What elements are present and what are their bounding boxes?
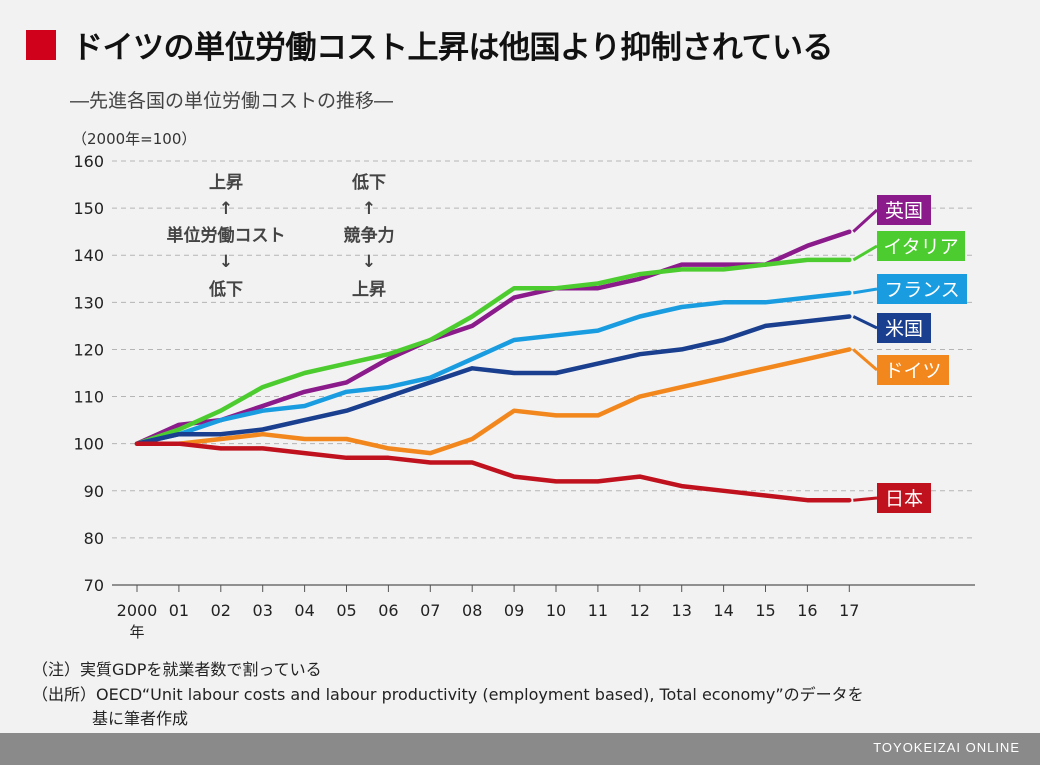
annotation-left-text: ↓ xyxy=(219,252,233,272)
series-label-text: ドイツ xyxy=(884,360,941,382)
series-line xyxy=(134,441,852,503)
x-tick-label: 2000 xyxy=(117,601,158,620)
x-tick-label: 11 xyxy=(588,601,608,620)
y-tick-label: 160 xyxy=(73,152,104,171)
note-source-cont: 基に筆者作成 xyxy=(92,709,189,728)
x-tick-label: 03 xyxy=(253,601,273,620)
series-line xyxy=(134,347,852,456)
series-label-leader xyxy=(853,287,878,295)
x-tick-label: 01 xyxy=(169,601,189,620)
series-label-box xyxy=(877,355,949,385)
x-tick-label: 15 xyxy=(755,601,775,620)
x-tick-label: 09 xyxy=(504,601,524,620)
x-tick-label: 16 xyxy=(797,601,817,620)
footer: TOYOKEIZAI ONLINE xyxy=(0,733,1040,765)
series-label-box xyxy=(877,195,931,225)
annotation-left-text: 単位労働コスト xyxy=(167,225,286,246)
annotation-right-text: ↑ xyxy=(362,199,376,219)
title-bar: ドイツの単位労働コスト上昇は他国より抑制されている xyxy=(26,22,833,67)
x-tick-label: 13 xyxy=(672,601,692,620)
annotation-left-text: 上昇 xyxy=(209,173,243,193)
unit-label: （2000年=100） xyxy=(72,130,197,148)
series-label-text: イタリア xyxy=(883,236,958,258)
subtitle: ―先進各国の単位労働コストの推移― xyxy=(70,90,394,112)
series-line xyxy=(134,229,852,446)
series-label-text: 日本 xyxy=(885,488,923,510)
x-tick-label: 10 xyxy=(546,601,566,620)
series-label-box xyxy=(877,231,965,261)
x-tick-label: 05 xyxy=(336,601,356,620)
x-tick-label: 06 xyxy=(378,601,398,620)
y-tick-label: 140 xyxy=(73,246,104,265)
series-label-leader xyxy=(852,244,878,262)
title-marker xyxy=(26,29,56,60)
x-tick-label: 17 xyxy=(839,601,859,620)
annotation-right-text: 競争力 xyxy=(344,225,395,246)
y-tick-label: 90 xyxy=(84,482,104,501)
y-tick-label: 150 xyxy=(73,199,104,218)
footer-brand: TOYOKEIZAI ONLINE xyxy=(873,740,1020,755)
series-line xyxy=(134,257,852,446)
annotation-left-text: 低下 xyxy=(208,279,243,300)
series-label-box xyxy=(877,483,931,513)
x-tick-label: 14 xyxy=(713,601,733,620)
series-label-leader xyxy=(852,348,878,372)
series-label-text: フランス xyxy=(884,279,960,301)
series-label-leader xyxy=(852,315,878,330)
series-label-text: 米国 xyxy=(885,318,923,340)
x-tick-label: 07 xyxy=(420,601,440,620)
note-1: （注）実質GDPを就業者数で割っている xyxy=(32,660,322,679)
x-axis-unit: 年 xyxy=(129,623,144,640)
x-tick-label: 12 xyxy=(630,601,650,620)
line-chart: 70 80 90 100 110 120 130 140 150 160 2000 01 02 03 04 0… xyxy=(73,152,975,640)
y-tick-label: 110 xyxy=(73,388,104,407)
series-label-box xyxy=(877,274,967,304)
x-tick-label: 04 xyxy=(294,601,314,620)
annotation-right-text: ↓ xyxy=(362,252,376,272)
annotation-right-text: 上昇 xyxy=(352,280,386,300)
page-title: ドイツの単位労働コスト上昇は他国より抑制されている xyxy=(72,30,833,66)
x-tick-label: 08 xyxy=(462,601,482,620)
annotation-right-text: 低下 xyxy=(351,172,386,193)
y-tick-label: 100 xyxy=(73,435,104,454)
annotation-left-text: ↑ xyxy=(219,199,233,219)
series-label-leader xyxy=(852,208,879,233)
y-tick-label: 70 xyxy=(84,576,104,595)
series-label-box xyxy=(877,313,931,343)
series-label-text: 英国 xyxy=(885,200,923,222)
y-tick-label: 120 xyxy=(73,340,104,359)
y-tick-label: 130 xyxy=(73,293,104,312)
series-line xyxy=(134,290,852,446)
series-label-leader xyxy=(853,496,878,502)
y-tick-label: 80 xyxy=(84,529,104,548)
series-line xyxy=(134,314,852,446)
x-tick-label: 02 xyxy=(211,601,231,620)
note-source: （出所）OECD“Unit labour costs and labour pr… xyxy=(32,685,864,704)
